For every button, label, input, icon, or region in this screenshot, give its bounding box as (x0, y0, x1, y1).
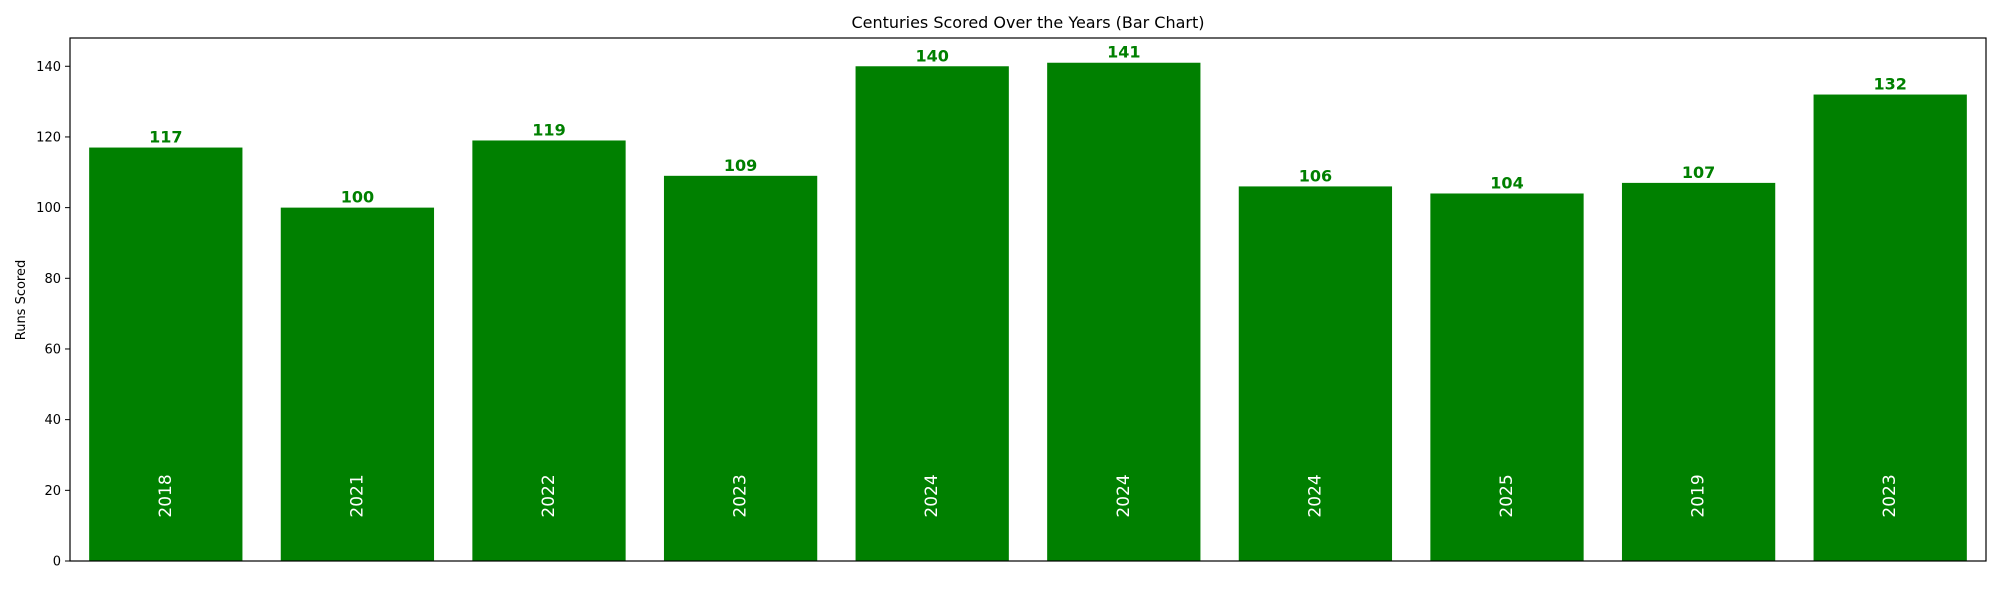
y-axis-ticks: 0 20 40 60 80 100 120 140 (36, 60, 70, 570)
y-tick-label-140: 140 (36, 60, 61, 75)
value-label-4: 109 (724, 156, 757, 175)
bar-9 (1621, 182, 1776, 561)
category-label-6: 2024 (1114, 474, 1134, 517)
value-label-9: 107 (1682, 163, 1715, 182)
bar-7 (1238, 186, 1393, 561)
value-labels-group: 117 100 119 109 140 141 106 104 107 132 (149, 43, 1907, 207)
y-tick-label-20: 20 (44, 484, 61, 499)
category-label-5: 2024 (922, 474, 942, 517)
bar-2 (280, 207, 435, 561)
y-tick-label-60: 60 (44, 342, 61, 357)
bar-6 (1047, 62, 1201, 562)
value-label-1: 117 (149, 128, 182, 147)
bar-5 (855, 66, 1009, 562)
category-labels-group: 2018 2021 2022 2023 2024 2024 2024 2025 2019 2023 (156, 474, 1900, 517)
value-label-8: 104 (1490, 173, 1523, 192)
value-label-3: 119 (532, 120, 565, 139)
value-label-2: 100 (341, 188, 374, 207)
y-axis-label: Runs Scored (14, 260, 29, 341)
category-label-1: 2018 (156, 474, 176, 517)
bar-1 (89, 147, 243, 561)
chart-title: Centuries Scored Over the Years (Bar Cha… (851, 13, 1204, 32)
value-label-5: 140 (915, 46, 948, 65)
category-label-7: 2024 (1305, 474, 1325, 517)
y-tick-label-120: 120 (36, 130, 61, 145)
bars-group (89, 62, 1967, 562)
y-tick-label-80: 80 (44, 272, 61, 287)
y-tick-label-100: 100 (36, 201, 61, 216)
category-label-9: 2019 (1689, 474, 1709, 517)
value-label-7: 106 (1299, 166, 1332, 185)
category-label-10: 2023 (1880, 474, 1900, 517)
category-label-2: 2021 (347, 474, 367, 517)
bar-4 (663, 175, 818, 561)
bar-3 (472, 140, 626, 561)
y-tick-label-40: 40 (44, 413, 61, 428)
category-label-4: 2023 (731, 474, 751, 517)
value-label-6: 141 (1107, 43, 1140, 62)
category-label-3: 2022 (539, 474, 559, 517)
category-label-8: 2025 (1497, 474, 1517, 517)
value-label-10: 132 (1873, 75, 1906, 94)
y-tick-label-0: 0 (53, 555, 61, 570)
bar-8 (1430, 193, 1584, 561)
bar-10 (1813, 94, 1967, 562)
plot-frame (69, 37, 1987, 562)
